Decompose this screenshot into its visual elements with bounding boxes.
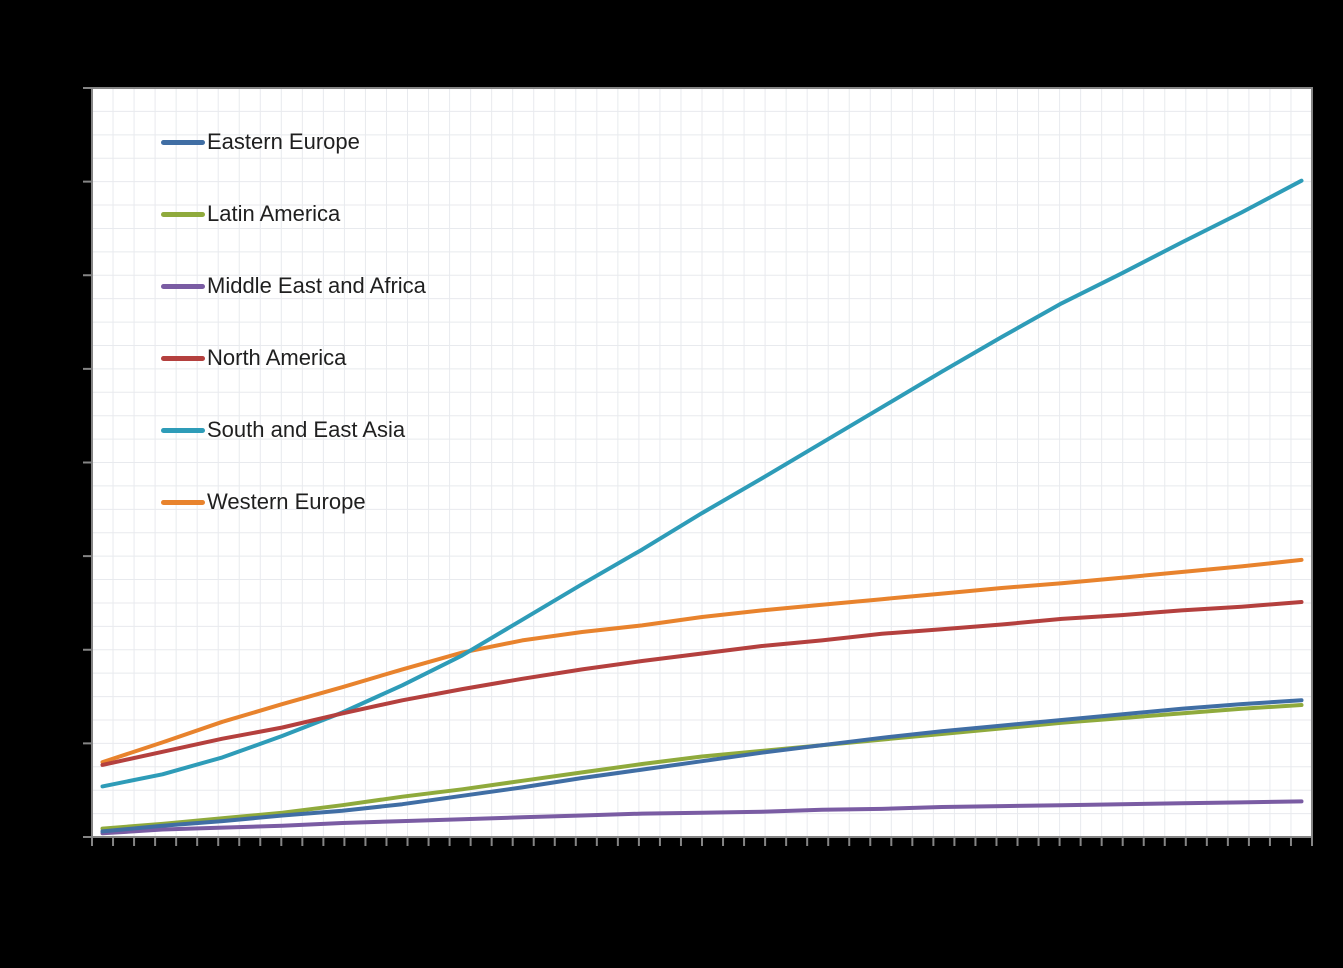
legend-line-swatch-latin-america bbox=[161, 211, 205, 217]
plot-border bbox=[91, 87, 1313, 838]
legend-item-south-and-east-asia: South and East Asia bbox=[161, 394, 426, 466]
legend-item-western-europe: Western Europe bbox=[161, 466, 426, 538]
legend-label: South and East Asia bbox=[207, 417, 406, 442]
legend-item-latin-america: Latin America bbox=[161, 178, 426, 250]
legend-label: Western Europe bbox=[207, 489, 366, 514]
series-line-south-and-east-asia bbox=[100, 178, 1304, 789]
legend-line-swatch-western-europe bbox=[161, 499, 205, 505]
legend-label: North America bbox=[207, 345, 347, 370]
gridlines bbox=[92, 88, 1312, 837]
legend-line-swatch-eastern-europe bbox=[161, 139, 205, 145]
series-line-middle-east-and-africa bbox=[100, 799, 1304, 836]
legend-label: Eastern Europe bbox=[207, 129, 360, 154]
series-line-eastern-europe bbox=[100, 698, 1304, 834]
legend-line-swatch-middle-east-and-africa bbox=[161, 283, 205, 289]
series-line-latin-america bbox=[100, 703, 1304, 831]
legend-label: Middle East and Africa bbox=[207, 273, 426, 298]
legend-item-eastern-europe: Eastern Europe bbox=[161, 106, 426, 178]
series-line-north-america bbox=[100, 600, 1304, 767]
series-line-western-europe bbox=[100, 557, 1304, 765]
axis-ticks bbox=[83, 87, 1313, 846]
legend-item-middle-east-and-africa: Middle East and Africa bbox=[161, 250, 426, 322]
legend-line-swatch-north-america bbox=[161, 355, 205, 361]
legend-item-north-america: North America bbox=[161, 322, 426, 394]
legend-label: Latin America bbox=[207, 201, 341, 226]
legend: Eastern Europe Latin America Middle East a… bbox=[161, 106, 426, 538]
legend-line-swatch-south-and-east-asia bbox=[161, 427, 205, 433]
